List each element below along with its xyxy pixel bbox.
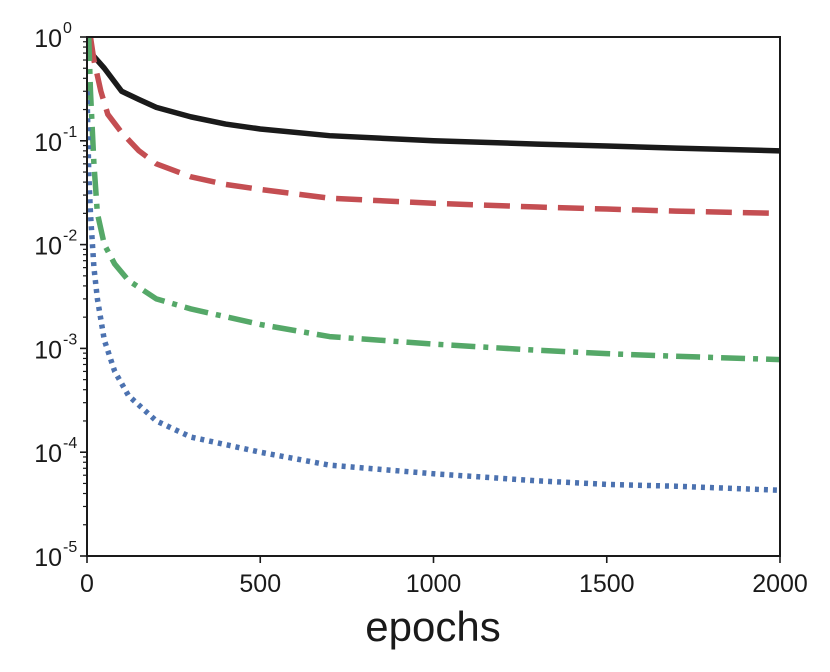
y-tick-exponent: -3 bbox=[63, 331, 77, 348]
x-axis: 0 500 1000 1500 2000 bbox=[80, 556, 808, 598]
x-tick-label: 0 bbox=[80, 570, 94, 598]
y-tick-exponent: -5 bbox=[63, 539, 77, 556]
x-tick-label: 1000 bbox=[406, 570, 462, 598]
y-tick-exponent: -2 bbox=[63, 228, 77, 245]
series-line-3 bbox=[87, 37, 780, 363]
y-tick-label: 10 bbox=[34, 25, 62, 53]
x-tick-label: 2000 bbox=[752, 570, 808, 598]
series-layer bbox=[87, 37, 780, 493]
y-tick-exponent: -1 bbox=[63, 124, 77, 141]
x-axis-label: epochs bbox=[365, 603, 500, 650]
y-tick-exponent: 0 bbox=[63, 20, 72, 37]
x-tick-label: 1500 bbox=[579, 570, 635, 598]
y-tick-label: 10 bbox=[34, 336, 62, 364]
series-line-1 bbox=[87, 47, 780, 154]
y-tick-label: 10 bbox=[34, 129, 62, 157]
y-tick-label: 10 bbox=[34, 544, 62, 572]
series-line-2 bbox=[87, 37, 780, 217]
y-tick-label: 10 bbox=[34, 233, 62, 261]
y-tick-exponent: -4 bbox=[63, 435, 77, 452]
series-line-4 bbox=[87, 91, 780, 493]
x-tick-label: 500 bbox=[239, 570, 281, 598]
y-tick-label: 10 bbox=[34, 440, 62, 468]
